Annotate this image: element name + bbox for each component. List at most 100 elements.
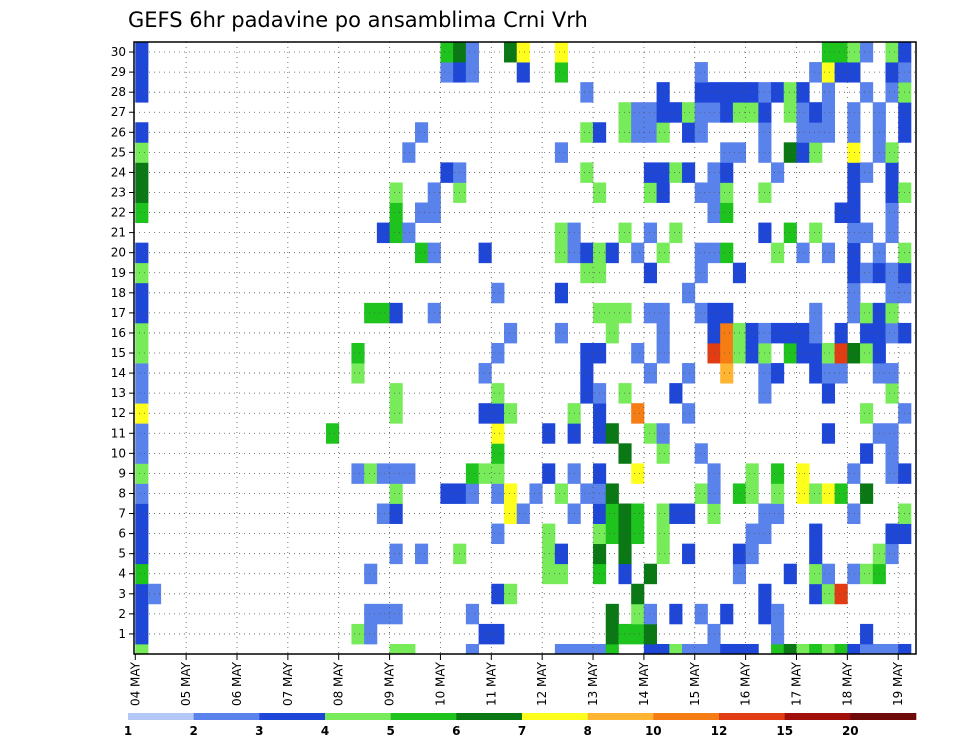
- heatmap-cell: [364, 563, 378, 585]
- legend-swatch: [653, 713, 720, 720]
- plot-frame: [133, 41, 917, 655]
- heatmap-cell: [720, 363, 734, 384]
- heatmap-cell: [364, 302, 378, 324]
- heatmap-cell: [821, 563, 836, 585]
- x-tick-label: 11 MAY: [484, 661, 498, 706]
- y-tick-label: 16: [111, 326, 126, 340]
- heatmap-cell: [771, 603, 785, 625]
- heatmap-cell: [605, 242, 619, 264]
- heatmap-cell: [834, 342, 848, 364]
- heatmap-cell: [809, 302, 823, 324]
- heatmap-cell: [554, 543, 568, 565]
- heatmap-cell: [643, 423, 658, 444]
- heatmap-cell: [771, 363, 785, 384]
- heatmap-cell: [605, 623, 619, 645]
- heatmap-cell: [834, 202, 848, 223]
- heatmap-cell: [465, 643, 479, 654]
- heatmap-cell: [389, 463, 403, 484]
- heatmap-cell: [860, 623, 874, 645]
- heatmap-cell: [643, 162, 658, 183]
- heatmap-cell: [504, 503, 518, 524]
- legend-label: 7: [518, 724, 526, 738]
- heatmap-cell: [656, 102, 670, 123]
- heatmap-cell: [821, 62, 836, 83]
- heatmap-cell: [491, 523, 505, 545]
- heatmap-cell: [389, 543, 403, 565]
- heatmap-cell: [847, 182, 861, 203]
- heatmap-cell: [465, 62, 479, 83]
- heatmap-cell: [631, 342, 645, 364]
- heatmap-cell: [732, 643, 747, 654]
- heatmap-cell: [554, 242, 568, 264]
- x-tick-label: 07 MAY: [281, 661, 295, 706]
- heatmap-cell: [542, 463, 556, 484]
- heatmap-cell: [389, 222, 403, 244]
- y-tick-label: 29: [111, 65, 126, 79]
- heatmap-cell: [643, 623, 658, 645]
- heatmap-cell: [618, 503, 632, 524]
- heatmap-cell: [885, 182, 899, 203]
- heatmap-cell: [554, 142, 568, 163]
- heatmap-cell: [554, 643, 568, 654]
- heatmap-cell: [643, 363, 658, 384]
- y-tick-label: 10: [111, 446, 126, 460]
- heatmap-cell: [415, 242, 429, 264]
- y-tick-label: 13: [111, 386, 126, 400]
- heatmap-cell: [809, 583, 823, 605]
- x-tick-label: 06 MAY: [230, 661, 244, 706]
- heatmap-cell: [885, 142, 899, 163]
- heatmap-cell: [135, 463, 149, 484]
- heatmap-cell: [720, 162, 734, 183]
- heatmap-cell: [643, 182, 658, 203]
- heatmap-cell: [847, 242, 861, 264]
- heatmap-cell: [135, 403, 149, 424]
- heatmap-cell: [618, 563, 632, 585]
- heatmap-cell: [745, 483, 759, 504]
- legend-swatch: [456, 713, 523, 720]
- y-tick-label: 20: [111, 246, 126, 260]
- heatmap-cell: [415, 122, 429, 143]
- heatmap-cell: [720, 603, 734, 625]
- heatmap-cell: [834, 583, 848, 605]
- heatmap-cell: [860, 262, 874, 284]
- heatmap-cell: [504, 403, 518, 424]
- heatmap-cell: [656, 82, 670, 103]
- heatmap-cell: [834, 483, 848, 504]
- heatmap-cell: [554, 42, 568, 63]
- y-tick-label: 8: [118, 486, 126, 500]
- heatmap-cell: [796, 463, 810, 484]
- heatmap-cell: [631, 102, 645, 123]
- heatmap-cell: [656, 322, 670, 344]
- heatmap-cell: [643, 643, 658, 654]
- heatmap-cell: [771, 503, 785, 524]
- heatmap-cell: [643, 302, 658, 324]
- heatmap-cell: [135, 523, 149, 545]
- x-tick-label: 12 MAY: [535, 661, 549, 706]
- heatmap-cell: [720, 82, 734, 103]
- heatmap-cell: [783, 563, 797, 585]
- heatmap-cell: [860, 42, 874, 63]
- x-tick-label: 10 MAY: [433, 661, 447, 706]
- heatmap-cell: [809, 122, 823, 143]
- heatmap-cell: [860, 403, 874, 424]
- heatmap-cell: [135, 423, 149, 444]
- heatmap-cell: [860, 643, 874, 654]
- heatmap-cell: [720, 242, 734, 264]
- legend-label: 1: [124, 724, 132, 738]
- heatmap-cell: [593, 643, 607, 654]
- heatmap-cell: [135, 443, 149, 464]
- heatmap-cell: [389, 643, 403, 654]
- heatmap-cell: [135, 142, 149, 163]
- heatmap-cell: [440, 483, 454, 504]
- heatmap-cell: [478, 403, 492, 424]
- heatmap-cell: [491, 423, 505, 444]
- heatmap-cell: [656, 543, 670, 565]
- legend-swatch: [325, 713, 391, 720]
- heatmap-cell: [771, 623, 785, 645]
- heatmap-cell: [796, 342, 810, 364]
- heatmap-cell: [389, 403, 403, 424]
- heatmap-cell: [669, 503, 683, 524]
- heatmap-cell: [402, 222, 416, 244]
- heatmap-cell: [720, 102, 734, 123]
